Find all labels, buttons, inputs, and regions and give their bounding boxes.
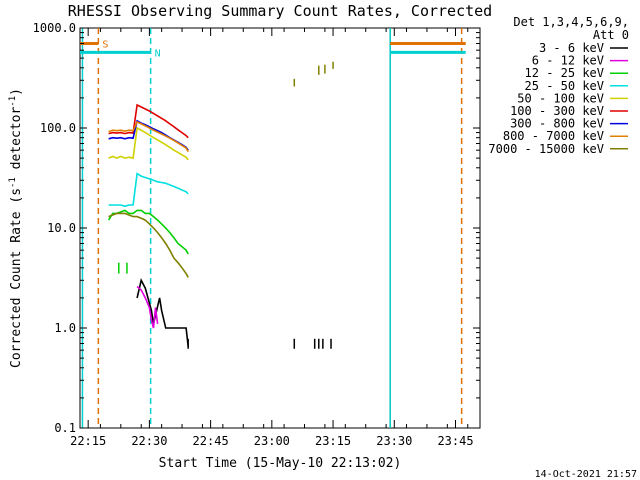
state-layer: SN: [80, 28, 466, 428]
legend-label-4: 50 - 100 keV: [517, 91, 604, 105]
legend-label-7: 800 - 7000 keV: [503, 129, 604, 143]
y-axis-label-sup2: -1: [8, 96, 18, 107]
y-axis-label: Corrected Count Rate (s-1 detector-1): [8, 88, 24, 368]
x-tick-label: 23:45: [437, 434, 473, 448]
y-axis-label-part2: detector: [9, 107, 24, 178]
plot-border: [79, 27, 481, 429]
series-line-6: [108, 119, 189, 151]
series-line-2: [107, 209, 189, 255]
legend-header-line2: Att 0: [593, 28, 629, 42]
plot-frame: [79, 27, 481, 429]
footer-timestamp: 14-Oct-2021 21:57: [535, 469, 637, 480]
state-bar-label: N: [155, 48, 161, 59]
x-tick-label: 23:30: [376, 434, 412, 448]
y-tick-label: 1000.0: [33, 21, 76, 35]
series-line-7: [108, 120, 189, 153]
legend-header-line1: Det 1,3,4,5,6,9,: [513, 15, 629, 29]
axis-layer: 0.1 1.0 10.0 100.0 1000.0 22:15 22:30 22:45 23:0…: [33, 21, 480, 448]
series-line-4: [108, 126, 189, 161]
series-line-8: [108, 212, 189, 278]
legend-label-3: 25 - 50 keV: [525, 79, 604, 93]
series-line-1: [136, 285, 159, 329]
legend-label-2: 12 - 25 keV: [525, 66, 604, 80]
legend-label-0: 3 - 6 keV: [539, 41, 604, 55]
x-tick-label: 22:30: [131, 434, 167, 448]
legend-label-6: 300 - 800 keV: [510, 117, 604, 131]
y-axis-label-part1: Corrected Count Rate (s: [9, 188, 24, 368]
series-line-0: [136, 278, 189, 347]
y-tick-label: 10.0: [47, 221, 76, 235]
y-axis-label-sup1: -1: [8, 177, 18, 188]
chart-title: RHESSI Observing Summary Count Rates, Co…: [68, 2, 492, 20]
state-bar-label: S: [102, 39, 108, 50]
y-tick-label: 0.1: [54, 421, 76, 435]
legend-label-5: 100 - 300 keV: [510, 104, 604, 118]
x-tick-label: 22:15: [70, 434, 106, 448]
x-tick-label: 23:00: [254, 434, 290, 448]
series-line-5: [108, 103, 189, 139]
legend-label-1: 6 - 12 keV: [532, 54, 604, 68]
y-tick-label: 1.0: [54, 321, 76, 335]
y-axis-label-part3: ): [9, 88, 24, 96]
x-tick-label: 22:45: [193, 434, 229, 448]
series-line-3: [108, 172, 189, 208]
y-tick-label: 100.0: [40, 121, 76, 135]
x-axis-label: Start Time (15-May-10 22:13:02): [159, 456, 402, 471]
series-layer: [107, 61, 334, 349]
x-tick-label: 23:15: [315, 434, 351, 448]
legend-label-8: 7000 - 15000 keV: [488, 142, 604, 156]
